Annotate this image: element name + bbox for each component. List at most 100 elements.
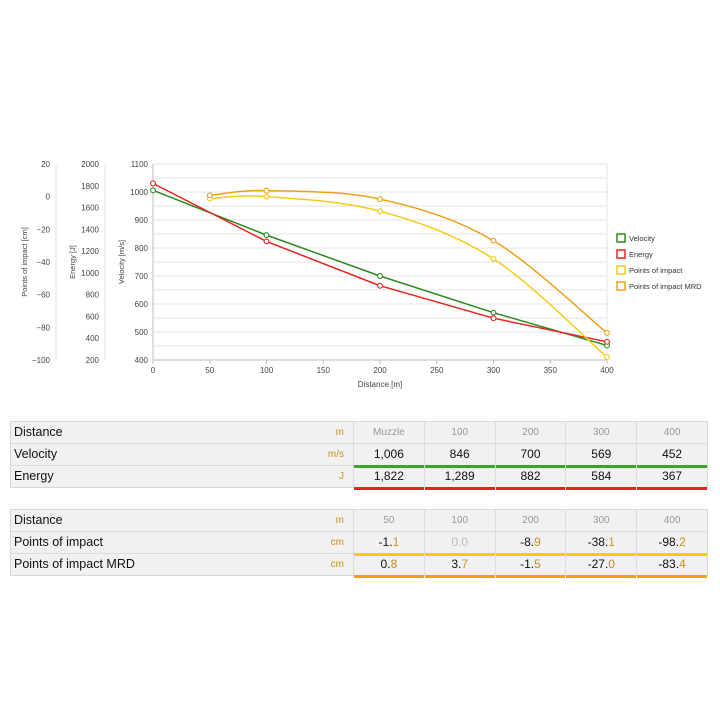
header-cell: 200 <box>494 422 566 443</box>
poi-tick-label: −60 <box>36 291 50 300</box>
value-cell: 569 <box>565 444 637 468</box>
series-underline <box>566 553 637 556</box>
series-underline <box>424 487 495 490</box>
energy-tick-label: 1600 <box>81 204 99 213</box>
points-of-impact-mrd-point <box>604 329 610 336</box>
velocity-tick-label: 500 <box>135 328 149 337</box>
energy-tick-label: 400 <box>86 334 100 343</box>
table-row: Velocity m/s 1,006 846 700 569 452 <box>11 444 707 468</box>
energy-legend-label: Energy <box>629 250 653 259</box>
series-underline <box>637 575 707 578</box>
energy-point <box>263 238 270 245</box>
series-underline <box>495 487 566 490</box>
points-of-impact-mrd-point <box>206 192 213 199</box>
velocity-point <box>490 309 497 316</box>
value-cell: 846 <box>423 444 495 468</box>
row-label: Distance <box>14 425 63 439</box>
poi-tick-label: −40 <box>36 258 50 267</box>
header-cell: 300 <box>565 510 636 531</box>
header-cell: 100 <box>423 510 495 531</box>
value-cell: 882 <box>494 466 566 490</box>
x-tick-label: 200 <box>373 366 387 375</box>
series-underline <box>424 553 495 556</box>
series-underline <box>495 553 566 556</box>
x-tick-label: 400 <box>600 366 614 375</box>
series-underline <box>637 465 707 468</box>
energy-axis-title: Energy [J] <box>68 245 77 279</box>
value-cell: 452 <box>636 444 707 468</box>
points-of-impact-mrd-legend-label: Points of impact MRD <box>629 282 702 291</box>
row-unit: m <box>335 427 344 438</box>
energy-tick-label: 2000 <box>81 160 99 169</box>
value-cell: -83.4 <box>636 554 707 578</box>
value-cell: -98.2 <box>636 532 707 556</box>
series-underline <box>566 465 637 468</box>
points-of-impact-point <box>377 208 383 215</box>
series-underline <box>424 575 495 578</box>
velocity-energy-table: Distance m Muzzle 100 200 300 400 Velocity m/s 1,… <box>10 421 708 490</box>
value-cell: 367 <box>636 466 707 490</box>
energy-legend-swatch <box>616 249 626 259</box>
points-of-impact-point <box>490 255 497 262</box>
row-label: Distance <box>14 513 63 527</box>
energy-point <box>490 315 497 322</box>
value-cell: -38.1 <box>565 532 637 556</box>
points-of-impact-table: Distance m 50 100 200 300 400 Points of impact c… <box>10 509 708 578</box>
poi-tick-label: −80 <box>36 323 50 332</box>
energy-tick-label: 1400 <box>81 225 99 234</box>
row-unit: cm <box>330 537 344 548</box>
value-cell: 584 <box>565 466 637 490</box>
x-tick-label: 0 <box>151 366 156 375</box>
row-label: Velocity <box>14 447 58 461</box>
header-cell: 400 <box>636 422 707 443</box>
header-cell: 400 <box>636 510 707 531</box>
energy-tick-label: 1200 <box>81 247 99 256</box>
x-tick-label: 300 <box>487 366 501 375</box>
points-of-impact-mrd-point <box>263 187 270 194</box>
energy-tick-label: 600 <box>86 312 100 321</box>
table-row: Energy J 1,822 1,289 882 584 367 <box>11 466 707 490</box>
value-cell: 3.7 <box>423 554 495 578</box>
velocity-point <box>150 187 156 194</box>
velocity-legend-label: Velocity <box>629 234 655 243</box>
table-header-row: Distance m 50 100 200 300 400 <box>11 510 707 532</box>
velocity-tick-label: 800 <box>135 244 149 253</box>
x-axis-title: Distance [m] <box>358 380 402 389</box>
points-of-impact-mrd-point <box>490 237 497 244</box>
velocity-tick-label: 900 <box>135 216 149 225</box>
velocity-axis-title: Velocity [m/s] <box>117 240 126 284</box>
series-underline <box>354 487 424 490</box>
x-tick-label: 100 <box>260 366 274 375</box>
value-cell: -1.5 <box>494 554 566 578</box>
table-row: Points of impact MRD cm 0.8 3.7 -1.5 -27.0 -83… <box>11 554 707 578</box>
velocity-tick-label: 1100 <box>131 160 149 169</box>
series-underline <box>354 553 424 556</box>
header-cell: 100 <box>423 422 495 443</box>
series-underline <box>566 487 637 490</box>
x-tick-label: 50 <box>205 366 214 375</box>
series-underline <box>424 465 495 468</box>
table-header-row: Distance m Muzzle 100 200 300 400 <box>11 422 707 444</box>
energy-point <box>150 180 156 187</box>
series-underline <box>354 465 424 468</box>
x-tick-label: 150 <box>317 366 331 375</box>
x-tick-label: 350 <box>544 366 558 375</box>
points-of-impact-mrd-line <box>209 189 608 334</box>
energy-point <box>604 338 610 345</box>
energy-tick-label: 800 <box>86 291 100 300</box>
series-underline <box>637 553 707 556</box>
points-of-impact-legend-swatch <box>616 265 626 275</box>
row-label: Energy <box>14 469 54 483</box>
value-cell: -8.9 <box>494 532 566 556</box>
poi-tick-label: 20 <box>41 160 50 169</box>
series-underline <box>566 575 637 578</box>
row-label: Points of impact <box>14 535 103 549</box>
energy-point <box>377 282 383 289</box>
row-label: Points of impact MRD <box>14 557 135 571</box>
poi-tick-label: −100 <box>32 356 51 365</box>
energy-tick-label: 1800 <box>81 182 99 191</box>
series-underline <box>354 575 424 578</box>
points-of-impact-mrd-point <box>377 196 383 203</box>
energy-tick-label: 200 <box>86 356 100 365</box>
